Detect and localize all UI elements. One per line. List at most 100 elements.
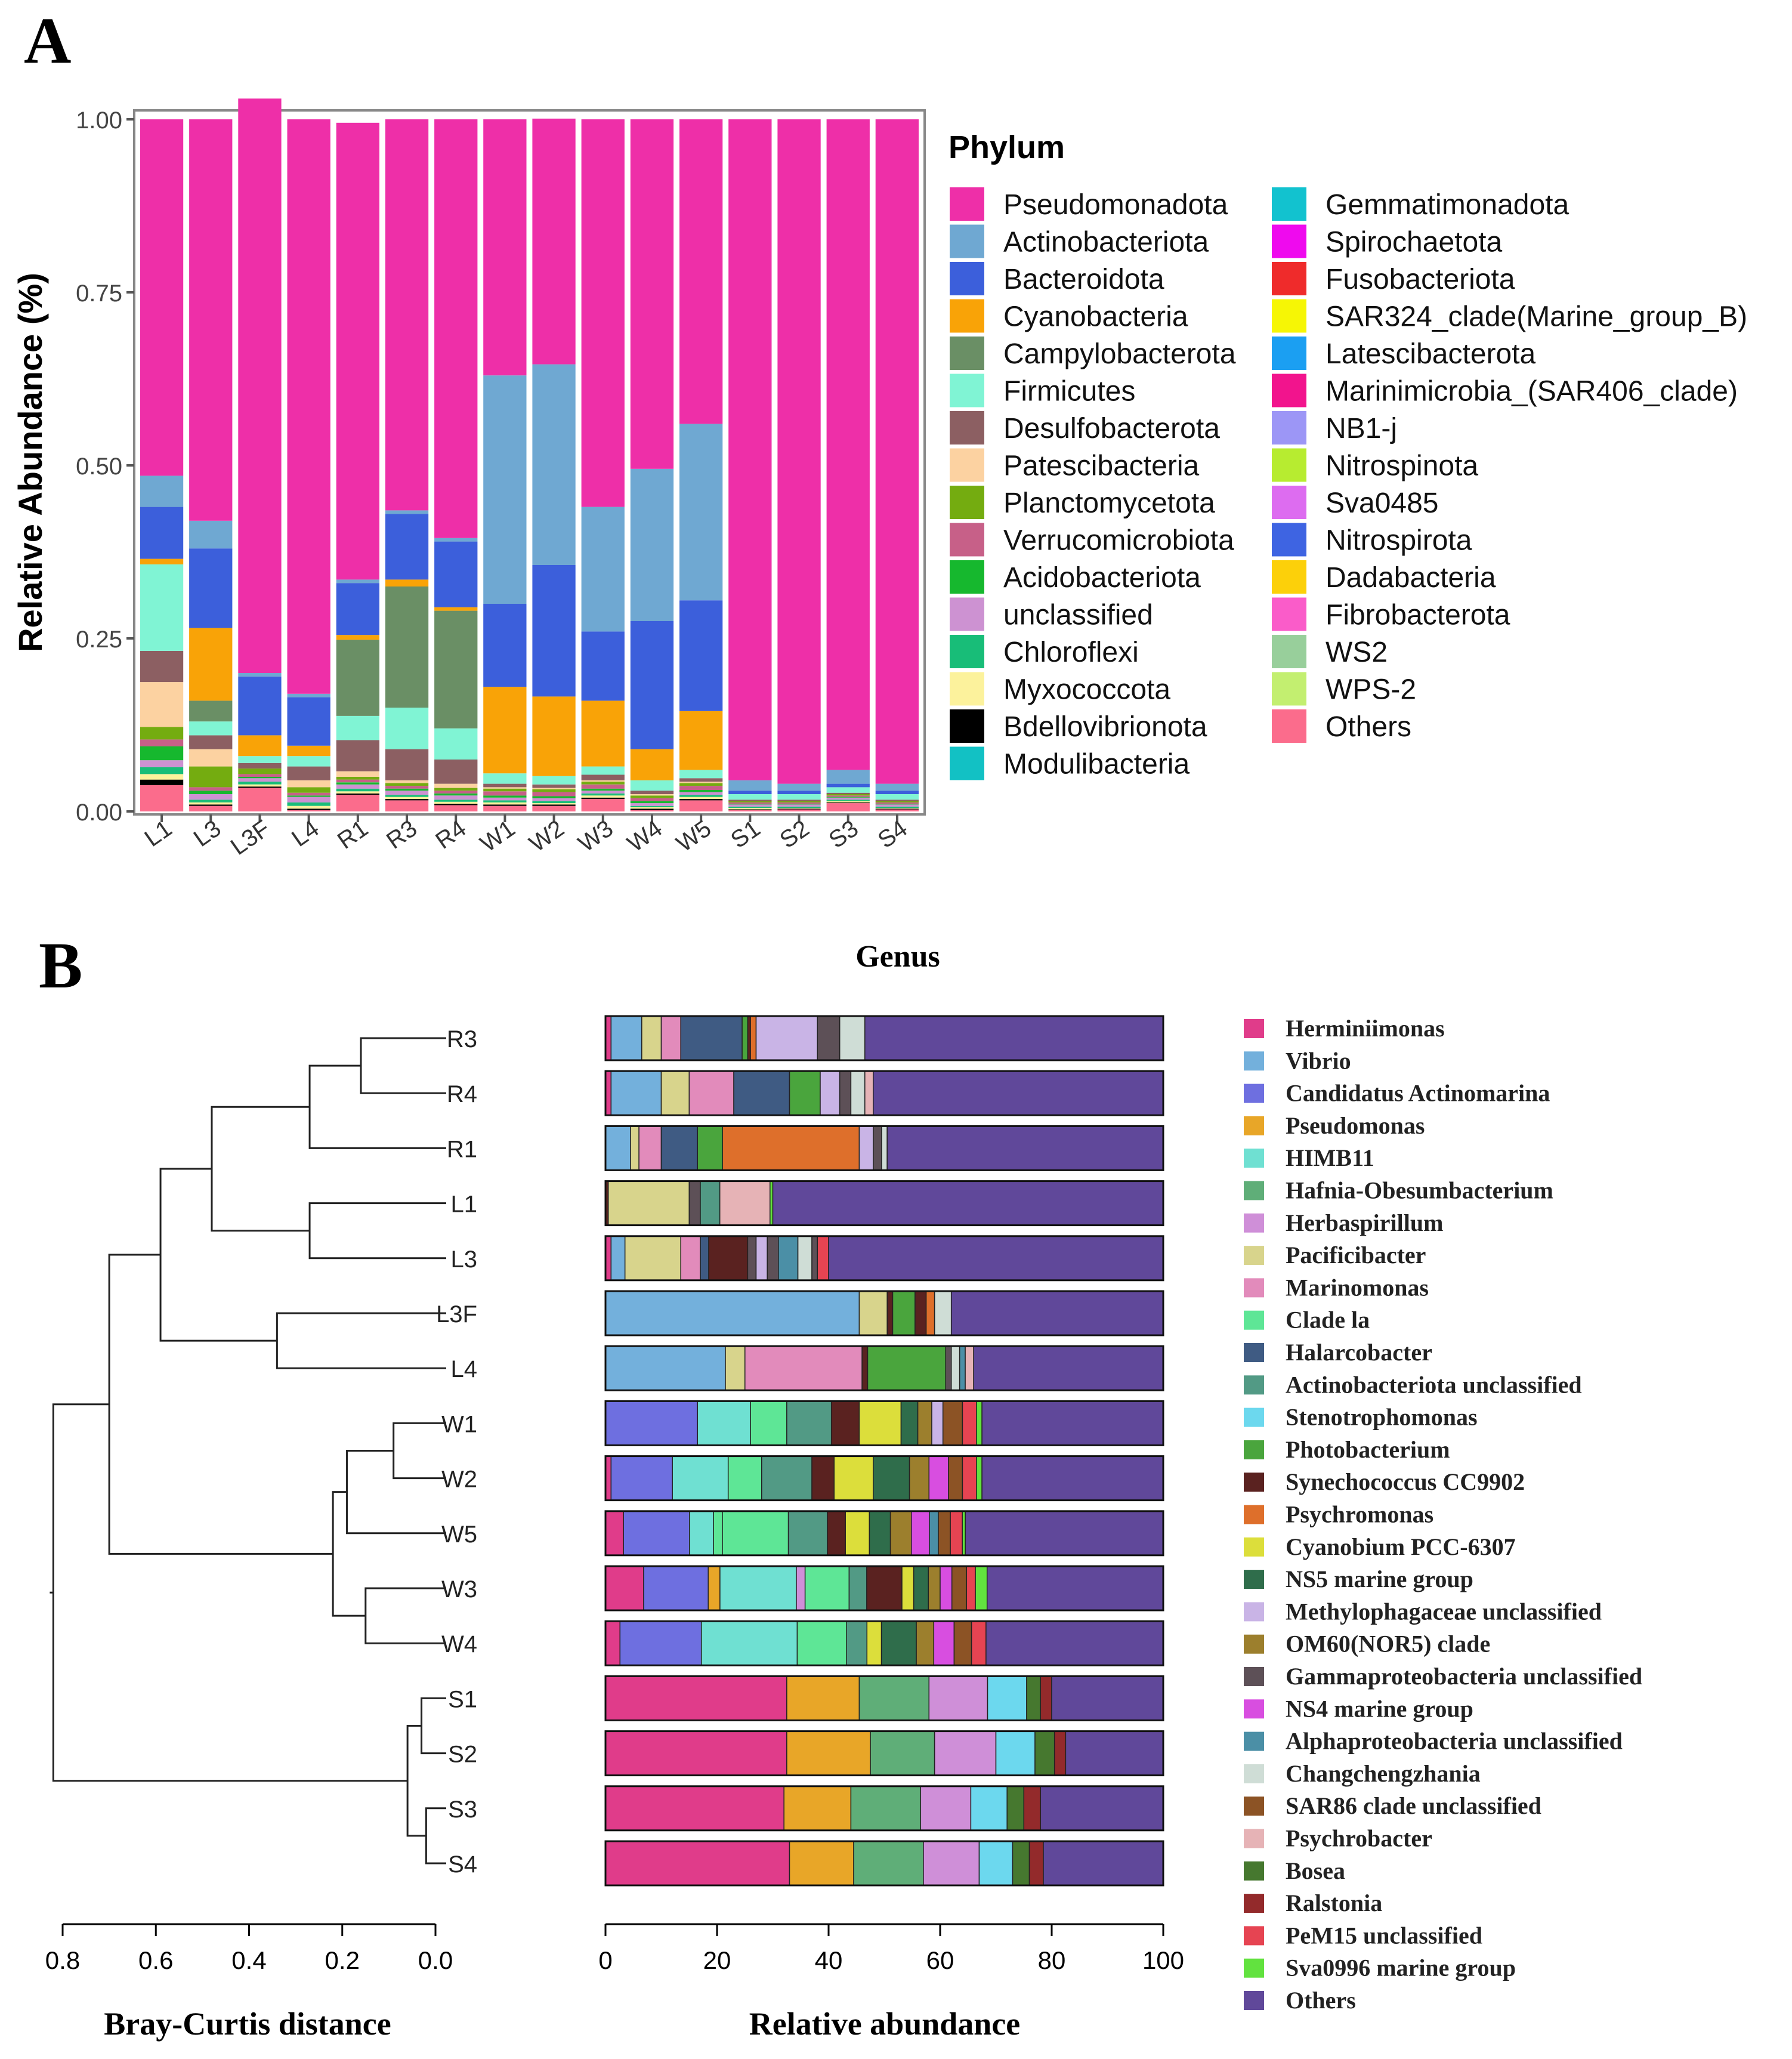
genus-bar-outline-w2	[604, 1455, 1164, 1502]
bar-r3-planctomycetota	[385, 783, 429, 786]
genus-legend-swatch-methylophagaceae-unclassified	[1244, 1602, 1264, 1622]
genus-bar-w3-candidatus-actinomarina	[643, 1566, 709, 1611]
bar-l4-planctomycetota	[287, 787, 330, 793]
genus-legend-label-bosea: Bosea	[1286, 1857, 1345, 1884]
legend-swatch-acidobacteriota	[950, 560, 984, 594]
y-tick-label: 1.00	[76, 107, 122, 134]
legend-label-wps-2: WPS-2	[1326, 674, 1416, 706]
genus-bar-w3-others	[986, 1566, 1164, 1611]
genus-bar-w2-ns4-marine-group	[928, 1455, 949, 1501]
x-tick-label-r3: R3	[382, 815, 422, 854]
genus-bar-w4-ns5-marine-group	[880, 1620, 917, 1666]
legend-swatch-wps-2	[1272, 672, 1306, 706]
bar-w5-bdellovibrionota	[679, 799, 723, 801]
bar-r4-campylobacterota	[434, 610, 478, 728]
genus-bar-l3f-vibrio	[605, 1291, 860, 1336]
bar-l3f-planctomycetota	[238, 768, 282, 774]
legend-label-ws2: WS2	[1326, 637, 1388, 668]
genus-bar-r3-vibrio	[610, 1015, 642, 1061]
genus-bar-r1-others	[886, 1125, 1164, 1171]
bar-l4-unclassified	[287, 797, 330, 802]
dendrogram-tick-label: 0.0	[418, 1946, 453, 1974]
genus-bar-s2-herminiimonas	[605, 1730, 787, 1776]
bar-r4-patescibacteria	[434, 783, 478, 788]
bar-s1-pseudomonadota	[728, 119, 772, 780]
bar-w1-unclassified	[483, 797, 527, 801]
genus-bar-w3-cyanobium-pcc-6307	[901, 1566, 914, 1611]
dendrogram-leaf-label-w1: W1	[441, 1411, 477, 1437]
bar-s3-myxococcota	[826, 801, 870, 802]
bar-s2-planctomycetota	[777, 801, 821, 802]
genus-legend-label-changchengzhania: Changchengzhania	[1286, 1760, 1481, 1787]
bar-w5-myxococcota	[679, 797, 723, 799]
genus-bar-l4-marinomonas	[744, 1345, 863, 1391]
bar-l4-acidobacteriota	[287, 795, 330, 797]
genus-legend-label-vibrio: Vibrio	[1286, 1047, 1351, 1074]
bar-r4-bdellovibrionota	[434, 804, 478, 805]
genus-bar-s2-stenotrophomonas	[995, 1730, 1036, 1776]
bar-w4-pseudomonadota	[630, 119, 674, 469]
bar-l3f-chloroflexi	[238, 782, 282, 785]
genus-bar-w5-ns4-marine-group	[910, 1511, 930, 1556]
genus-legend-swatch-pacificibacter	[1244, 1246, 1264, 1265]
genus-bar-w4-actinobacteriota-unclassified	[846, 1620, 868, 1666]
legend-swatch-marinimicrobia-sar406-clade	[1272, 373, 1306, 408]
bar-r4-unclassified	[434, 795, 478, 800]
y-tick-label: 0.00	[76, 799, 122, 826]
bar-r1-patescibacteria	[336, 771, 379, 777]
bar-w1-planctomycetota	[483, 788, 527, 792]
legend-label-chloroflexi: Chloroflexi	[1003, 637, 1139, 668]
genus-bar-w5-clade-la	[713, 1511, 723, 1556]
bar-r1-unclassified	[336, 784, 379, 789]
bar-w2-bdellovibrionota	[532, 804, 576, 806]
genus-bar-l1-psychrobacter	[719, 1180, 771, 1226]
genus-legend-swatch-ns5-marine-group	[1244, 1570, 1264, 1589]
genus-bar-s4-bosea	[1012, 1841, 1030, 1886]
legend-swatch-ws2	[1272, 635, 1306, 668]
genus-bar-r4-psychrobacter	[864, 1070, 874, 1116]
bar-w3-others	[581, 799, 625, 811]
genus-bar-w2-candidatus-actinomarina	[610, 1455, 673, 1501]
genus-bar-w5-pem15-unclassified	[950, 1511, 963, 1556]
bar-w1-acidobacteriota	[483, 795, 527, 798]
bar-r1-actinobacteriota	[336, 579, 379, 584]
genus-legend-swatch-vibrio	[1244, 1051, 1264, 1071]
bar-l3f-cyanobacteria	[238, 735, 282, 757]
genus-bar-w4-herminiimonas	[605, 1620, 621, 1666]
genus-bar-s4-hafnia-obesumbacterium	[853, 1841, 924, 1886]
bar-l1-planctomycetota	[140, 727, 184, 740]
bar-r1-firmicutes	[336, 715, 379, 740]
bar-w2-planctomycetota	[532, 789, 576, 792]
genus-bar-w4-sar86-clade-unclassified	[953, 1620, 972, 1666]
x-tick-label-r1: R1	[333, 815, 373, 854]
bar-s4-firmicutes	[875, 794, 919, 800]
bar-r1-cyanobacteria	[336, 635, 379, 640]
genus-bar-w2-actinobacteriota-unclassified	[761, 1455, 812, 1501]
genus-bar-w1-om60-nor5-clade	[917, 1400, 932, 1446]
bar-l3f-unclassified	[238, 778, 282, 782]
bar-l1-unclassified	[140, 760, 184, 767]
bar-l1-bacteroidota	[140, 507, 184, 559]
genus-bar-outline-l3f	[604, 1290, 1164, 1336]
genus-bar-w3-ns5-marine-group	[913, 1566, 929, 1611]
legend-label-fibrobacterota: Fibrobacterota	[1326, 600, 1510, 631]
bar-w2-others	[532, 805, 576, 811]
bar-w4-patescibacteria	[630, 794, 674, 796]
bar-w5-others	[679, 800, 723, 811]
bar-r4-pseudomonadota	[434, 119, 478, 538]
legend-label-bdellovibrionota: Bdellovibrionota	[1003, 711, 1207, 743]
genus-bar-w5-ns5-marine-group	[869, 1511, 891, 1556]
genus-legend-swatch-pem15-unclassified	[1244, 1926, 1264, 1946]
genus-bar-w4-clade-la	[796, 1620, 847, 1666]
bar-l3-actinobacteriota	[189, 520, 233, 549]
genus-legend-swatch-photobacterium	[1244, 1440, 1264, 1459]
bar-l4-pseudomonadota	[287, 119, 330, 694]
genus-bar-s1-herbaspirillum	[928, 1675, 988, 1721]
genus-bar-w1-ns5-marine-group	[900, 1400, 919, 1446]
bar-w5-acidobacteriota	[679, 790, 723, 792]
genus-bar-s2-bosea	[1034, 1730, 1055, 1776]
genus-bar-w4-pem15-unclassified	[971, 1620, 987, 1666]
genus-bar-r4-pacificibacter	[660, 1070, 690, 1116]
genus-bar-s4-stenotrophomonas	[978, 1841, 1014, 1886]
genus-bar-w1-clade-la	[750, 1400, 787, 1446]
